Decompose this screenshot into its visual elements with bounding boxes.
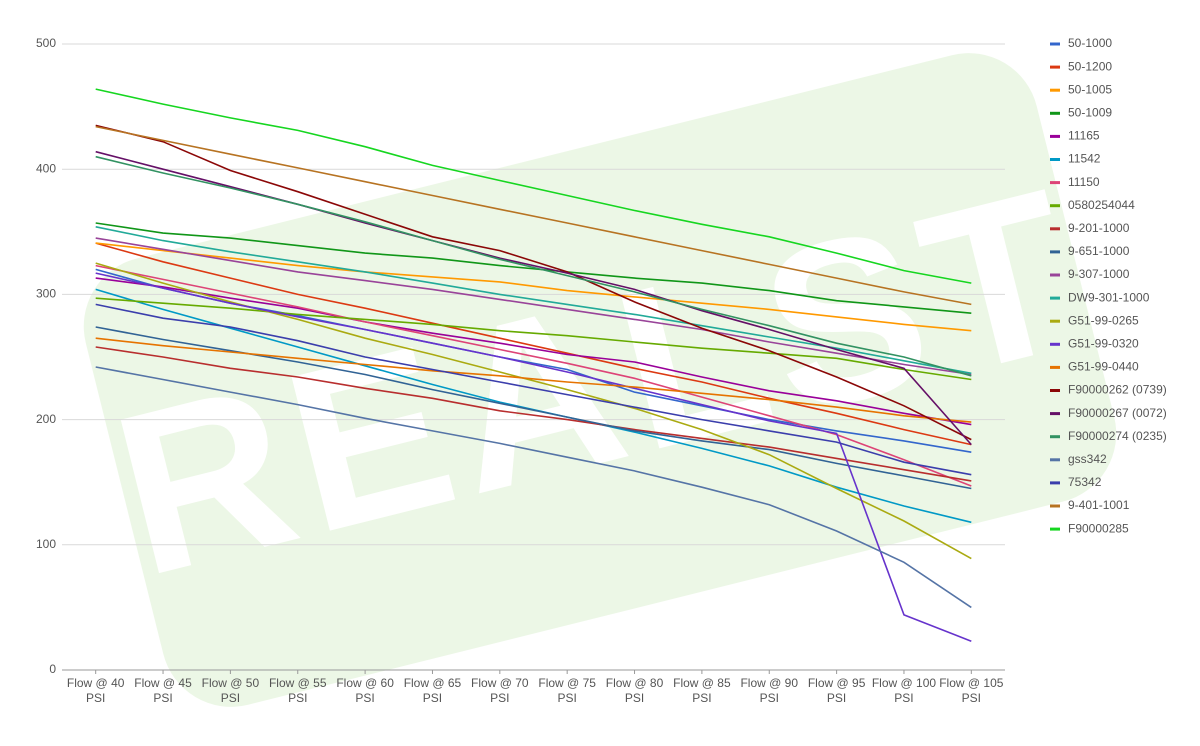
legend-label: 0580254044	[1068, 198, 1135, 212]
x-tick-label: Flow @ 80 PSI	[606, 676, 664, 705]
legend-label: 50-1000	[1068, 36, 1112, 50]
legend-label: 50-1005	[1068, 82, 1112, 96]
legend-label: 50-1200	[1068, 59, 1112, 73]
series-line	[95, 366, 972, 609]
legend-label: G51-99-0265	[1068, 313, 1139, 327]
series-line	[95, 297, 972, 381]
legend-label: G51-99-0320	[1068, 336, 1139, 350]
series-line	[95, 277, 972, 426]
x-tick-label: Flow @ 95 PSI	[808, 676, 866, 705]
series-line	[95, 337, 972, 423]
y-tick-label: 500	[36, 36, 56, 50]
legend-label: 9-651-1000	[1068, 244, 1130, 258]
series-line	[95, 155, 972, 377]
series-line	[95, 222, 972, 314]
legend-label: F90000285	[1068, 521, 1129, 535]
legend-label: F90000274 (0235)	[1068, 429, 1167, 443]
series-line	[95, 242, 972, 446]
y-tick-label: 0	[49, 662, 56, 676]
legend-label: F90000267 (0072)	[1068, 406, 1167, 420]
series-line	[95, 150, 972, 446]
legend-label: F90000262 (0739)	[1068, 383, 1167, 397]
legend-label: G51-99-0440	[1068, 360, 1139, 374]
x-tick-label: Flow @ 55 PSI	[269, 676, 327, 705]
series-line	[95, 88, 972, 284]
series-line	[95, 272, 972, 642]
legend-label: 50-1009	[1068, 105, 1112, 119]
y-tick-label: 100	[36, 537, 56, 551]
legend-label: DW9-301-1000	[1068, 290, 1150, 304]
x-tick-label: Flow @ 50 PSI	[202, 676, 260, 705]
x-tick-label: Flow @ 90 PSI	[740, 676, 798, 705]
x-tick-label: Flow @ 65 PSI	[404, 676, 462, 705]
legend-label: 11165	[1068, 129, 1100, 143]
series-line	[95, 124, 972, 441]
legend-label: 11542	[1068, 152, 1101, 166]
series-line	[95, 237, 972, 376]
x-tick-label: Flow @ 75 PSI	[538, 676, 596, 705]
x-tick-label: Flow @ 60 PSI	[336, 676, 394, 705]
series-line	[95, 346, 972, 482]
series-line	[95, 125, 972, 306]
series-line	[95, 303, 972, 476]
legend-label: 9-307-1000	[1068, 267, 1130, 281]
x-tick-label: Flow @ 100 PSI	[872, 676, 937, 705]
series-line	[95, 242, 972, 332]
legend-label: 11150	[1068, 175, 1100, 189]
x-tick-label: Flow @ 45 PSI	[134, 676, 192, 705]
x-tick-label: Flow @ 70 PSI	[471, 676, 529, 705]
legend-label: gss342	[1068, 452, 1107, 466]
legend-label: 75342	[1068, 475, 1102, 489]
legend-label: 9-201-1000	[1068, 221, 1130, 235]
y-tick-label: 400	[36, 161, 56, 175]
x-tick-label: Flow @ 40 PSI	[67, 676, 125, 705]
y-tick-label: 300	[36, 287, 56, 301]
x-tick-label: Flow @ 85 PSI	[673, 676, 731, 705]
y-tick-label: 200	[36, 412, 56, 426]
legend-label: 9-401-1001	[1068, 498, 1130, 512]
x-tick-label: Flow @ 105 PSI	[939, 676, 1004, 705]
